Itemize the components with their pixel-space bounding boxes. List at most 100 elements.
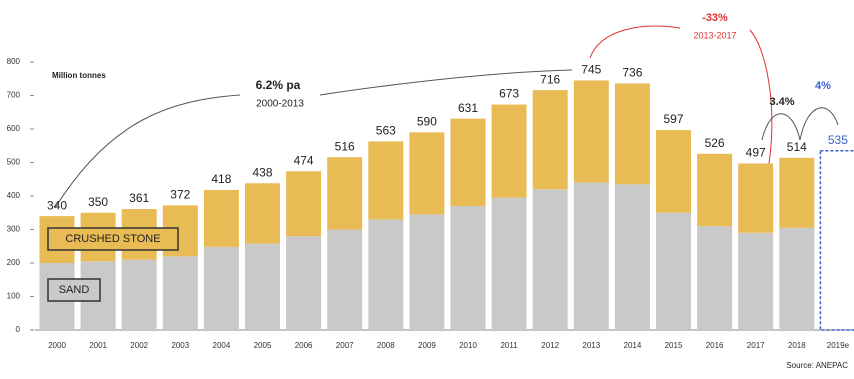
x-tick-label: 2017 xyxy=(747,341,765,350)
y-tick-label: 700 xyxy=(7,91,21,100)
total-label: 514 xyxy=(787,140,807,154)
y-tick-label: 600 xyxy=(7,124,21,133)
total-label: 474 xyxy=(294,153,314,167)
y-tick-label: 400 xyxy=(7,191,21,200)
y-axis-label: Million tonnes xyxy=(52,71,106,80)
legend-label: CRUSHED STONE xyxy=(65,233,160,245)
bar-segment xyxy=(286,171,322,237)
bar-segment xyxy=(614,83,650,185)
bar-segment xyxy=(286,236,322,330)
x-tick-label: 2009 xyxy=(418,341,436,350)
growth-arc xyxy=(54,94,241,209)
bar-segment xyxy=(656,212,691,330)
x-tick-label: 2000 xyxy=(48,341,66,350)
total-label: 418 xyxy=(211,172,231,186)
x-tick-label: 2010 xyxy=(459,341,477,350)
total-label: 497 xyxy=(746,146,766,160)
x-tick-label: 2016 xyxy=(706,341,724,350)
y-tick-label: 300 xyxy=(7,225,21,234)
bar-segment xyxy=(491,104,527,198)
bar-segment xyxy=(121,259,157,330)
bar-segment xyxy=(697,226,733,330)
bar-segment xyxy=(203,189,239,247)
total-label: 563 xyxy=(376,124,396,138)
bar-segment xyxy=(738,232,774,330)
annotation: 4% xyxy=(815,80,831,92)
annotation: -33% xyxy=(702,12,728,24)
bar-segment xyxy=(779,227,815,330)
total-label: 590 xyxy=(417,115,437,129)
bar-segment xyxy=(327,157,363,230)
y-tick-label: 100 xyxy=(7,292,21,301)
x-tick-label: 2001 xyxy=(89,341,107,350)
y-tick-label: 800 xyxy=(7,57,21,66)
bar-segment xyxy=(245,183,280,244)
legend-label: SAND xyxy=(59,284,90,296)
bar-segment xyxy=(656,130,691,213)
bar-segment xyxy=(368,141,404,220)
total-label: 361 xyxy=(129,191,149,205)
growth-arc xyxy=(319,69,573,96)
total-label: 526 xyxy=(705,136,725,150)
annotation: 2000-2013 xyxy=(256,99,304,110)
x-tick-label: 2008 xyxy=(377,341,395,350)
total-label: 673 xyxy=(499,87,519,101)
bar-segment xyxy=(614,184,650,330)
bar-segment xyxy=(532,90,568,190)
x-tick-label: 2011 xyxy=(500,341,518,350)
bar-segment xyxy=(450,118,486,207)
total-label: 597 xyxy=(663,112,683,126)
bar-segment xyxy=(409,214,445,330)
total-label: 516 xyxy=(335,139,355,153)
bar-segment xyxy=(532,189,568,330)
y-tick-label: 0 xyxy=(16,325,21,334)
bar-segment xyxy=(368,219,404,330)
x-tick-label: 2007 xyxy=(336,341,354,350)
bar-segment xyxy=(162,256,198,330)
x-tick-label: 2003 xyxy=(171,341,189,350)
bar-segment xyxy=(409,132,445,215)
x-tick-label: 2012 xyxy=(541,341,559,350)
total-label: 631 xyxy=(458,101,478,115)
total-label: 350 xyxy=(88,195,108,209)
bar-segment xyxy=(573,80,609,183)
bar-segment xyxy=(573,182,609,330)
x-tick-label: 2006 xyxy=(295,341,313,350)
drop-arc xyxy=(589,25,681,59)
x-tick-label: 2019e xyxy=(827,341,850,350)
x-tick-label: 2002 xyxy=(130,341,148,350)
total-label: 745 xyxy=(581,63,601,77)
x-tick-label: 2005 xyxy=(254,341,272,350)
bar-segment xyxy=(738,163,774,233)
total-label: 736 xyxy=(622,66,642,80)
bar-segment xyxy=(203,246,239,330)
bar-segment xyxy=(327,229,363,330)
source: Source: ANEPAC xyxy=(786,361,848,370)
total-label: 438 xyxy=(252,165,272,179)
total-label: 535 xyxy=(828,133,848,147)
x-tick-label: 2018 xyxy=(788,341,806,350)
bar-segment xyxy=(779,157,815,228)
total-label: 340 xyxy=(47,198,67,212)
recent-arc xyxy=(761,113,801,141)
y-tick-label: 200 xyxy=(7,258,21,267)
annotation: 6.2% pa xyxy=(256,78,301,92)
legend-box xyxy=(47,278,101,302)
bar-segment xyxy=(697,153,733,227)
total-label: 716 xyxy=(540,72,560,86)
legend-box xyxy=(47,227,179,251)
y-tick-label: 500 xyxy=(7,158,21,167)
x-tick-label: 2004 xyxy=(213,341,231,350)
forecast-arc xyxy=(799,107,839,141)
total-label: 372 xyxy=(170,188,190,202)
bar-segment xyxy=(450,206,486,330)
x-tick-label: 2013 xyxy=(582,341,600,350)
forecast-bar xyxy=(819,150,854,331)
bar-segment xyxy=(491,197,527,330)
annotation: 3.4% xyxy=(769,96,794,108)
x-tick-label: 2014 xyxy=(624,341,642,350)
annotation: 2013-2017 xyxy=(693,30,736,40)
x-tick-label: 2015 xyxy=(665,341,683,350)
bar-segment xyxy=(245,243,280,330)
